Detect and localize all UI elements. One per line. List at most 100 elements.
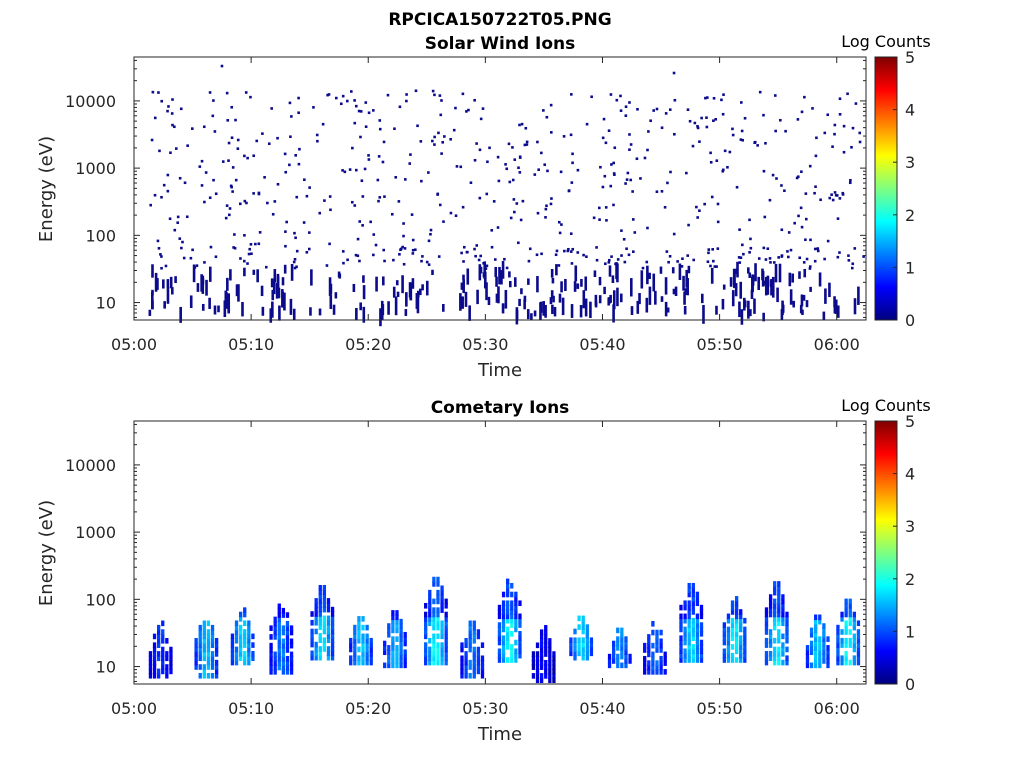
heatmap-cell — [399, 623, 403, 629]
heatmap-cell — [206, 672, 211, 679]
heatmap-cell — [428, 637, 432, 644]
heatmap-cell — [840, 629, 844, 635]
heatmap-cell — [391, 649, 395, 656]
heatmap-cell — [836, 651, 840, 657]
heatmap-cell — [823, 257, 826, 261]
heatmap-cell — [585, 628, 589, 635]
heatmap-cell — [273, 664, 277, 671]
heatmap-cell — [206, 633, 211, 640]
heatmap-cell — [472, 668, 476, 675]
heatmap-cell — [365, 651, 369, 657]
heatmap-cell — [497, 609, 502, 615]
heatmap-cell — [403, 631, 407, 638]
heatmap-cell — [314, 598, 318, 604]
heatmap-cell — [505, 266, 509, 270]
heatmap-cell — [283, 292, 286, 311]
heatmap-cell — [838, 113, 842, 116]
heatmap-cell — [764, 637, 769, 644]
heatmap-cell — [330, 628, 335, 635]
heatmap-cell — [815, 136, 818, 140]
heatmap-cell — [419, 140, 423, 143]
heatmap-cell — [257, 242, 261, 246]
heatmap-cell — [585, 122, 589, 126]
y-tick-label: 1000 — [75, 159, 116, 178]
heatmap-cell — [392, 286, 396, 298]
heatmap-cell — [803, 268, 807, 278]
heatmap-cell — [152, 659, 157, 666]
heatmap-cell — [691, 631, 695, 637]
heatmap-cell — [625, 247, 628, 251]
heatmap-cell — [310, 628, 314, 635]
heatmap-cell — [326, 606, 331, 613]
heatmap-cell — [700, 293, 704, 304]
heatmap-cell — [252, 192, 255, 195]
heatmap-cell — [800, 294, 804, 307]
heatmap-cell — [506, 644, 510, 650]
heatmap-cell — [691, 626, 695, 633]
heatmap-cell — [281, 638, 286, 645]
heatmap-cell — [462, 274, 465, 280]
heatmap-cell — [805, 649, 810, 656]
heatmap-cell — [353, 121, 357, 125]
heatmap-cell — [432, 642, 436, 648]
heatmap-cell — [831, 145, 834, 148]
heatmap-cell — [295, 249, 299, 253]
heatmap-cell — [852, 637, 856, 644]
heatmap-cell — [734, 644, 739, 650]
heatmap-cell — [428, 620, 432, 627]
heatmap-cell — [399, 662, 403, 669]
heatmap-cell — [700, 116, 703, 120]
heatmap-cell — [478, 148, 482, 152]
heatmap-cell — [797, 214, 800, 218]
heatmap-cell — [836, 642, 840, 648]
heatmap-cell — [792, 300, 796, 308]
colorbar-label: Log Counts — [841, 32, 931, 51]
heatmap-cell — [811, 107, 814, 110]
heatmap-cell — [191, 127, 194, 130]
heatmap-cell — [612, 653, 616, 660]
heatmap-cell — [826, 662, 830, 669]
heatmap-cell — [202, 633, 206, 640]
heatmap-cell — [361, 646, 365, 653]
heatmap-cell — [510, 613, 514, 620]
heatmap-cell — [612, 161, 616, 165]
heatmap-cell — [397, 200, 401, 203]
heatmap-cell — [243, 259, 246, 263]
heatmap-cell — [243, 199, 247, 203]
heatmap-cell — [372, 253, 375, 257]
heatmap-cell — [318, 308, 322, 316]
heatmap-cell — [738, 228, 741, 231]
x-tick-label: 05:50 — [697, 699, 743, 718]
heatmap-cell — [773, 581, 777, 587]
heatmap-cell — [726, 639, 731, 646]
heatmap-cell — [230, 105, 234, 109]
heatmap-cell — [739, 639, 743, 646]
heatmap-cell — [148, 664, 153, 670]
heatmap-cell — [283, 264, 287, 274]
heatmap-cell — [298, 147, 301, 151]
heatmap-cell — [686, 254, 690, 257]
heatmap-cell — [234, 624, 239, 631]
heatmap-cell — [263, 176, 266, 179]
heatmap-cell — [758, 90, 762, 94]
heatmap-cell — [798, 271, 801, 279]
heatmap-cell — [747, 300, 750, 319]
heatmap-cell — [749, 246, 753, 250]
heatmap-cell — [310, 654, 314, 661]
heatmap-cell — [399, 618, 403, 625]
heatmap-cell — [353, 651, 357, 657]
heatmap-cell — [169, 668, 173, 675]
heatmap-cell — [739, 138, 743, 141]
heatmap-cell — [152, 672, 157, 679]
heatmap-cell — [277, 647, 281, 653]
heatmap-cell — [169, 276, 173, 289]
heatmap-cell — [245, 201, 248, 205]
heatmap-cell — [544, 216, 547, 219]
heatmap-cell — [838, 251, 841, 254]
heatmap-cell — [479, 117, 483, 121]
heatmap-cell — [464, 668, 468, 675]
heatmap-cell — [548, 638, 552, 644]
heatmap-cell — [544, 673, 548, 679]
heatmap-cell — [302, 221, 306, 224]
heatmap-cell — [289, 660, 294, 666]
